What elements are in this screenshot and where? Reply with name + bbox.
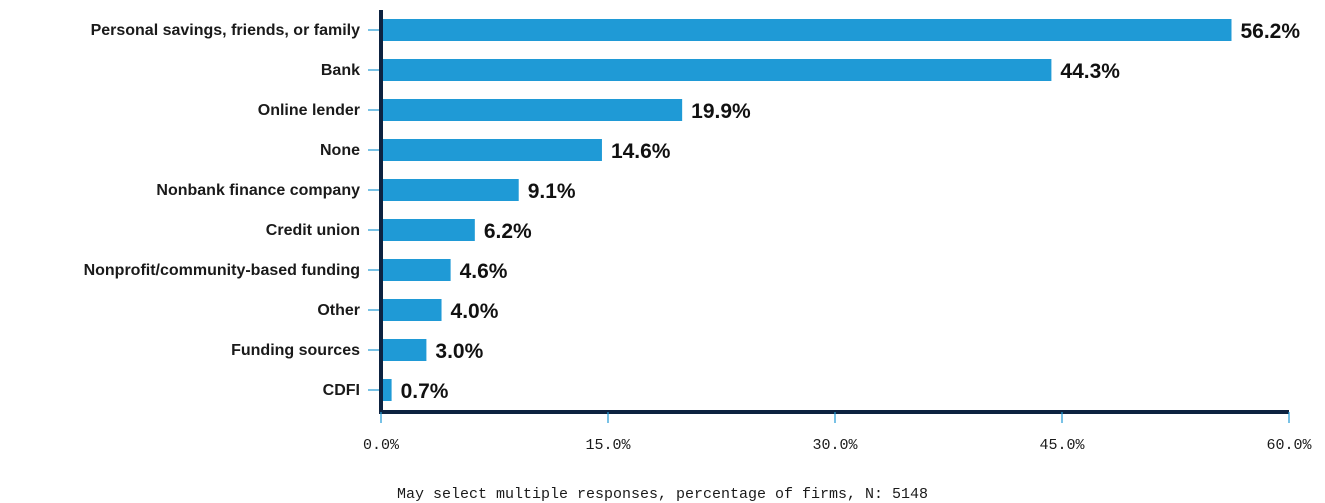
category-label: Funding sources bbox=[231, 342, 360, 359]
bar bbox=[381, 139, 602, 161]
x-tick-label: 45.0% bbox=[1039, 437, 1085, 454]
category-label: Nonbank finance company bbox=[156, 182, 360, 199]
bar bbox=[381, 59, 1052, 81]
chart-note: May select multiple responses, percentag… bbox=[396, 486, 929, 503]
value-label: 6.2% bbox=[484, 220, 532, 243]
category-label: Personal savings, friends, or family bbox=[91, 22, 361, 39]
value-label: 4.0% bbox=[451, 300, 499, 323]
bar bbox=[381, 179, 519, 201]
category-label: Bank bbox=[321, 62, 360, 79]
x-tick-label: 30.0% bbox=[812, 437, 858, 454]
bar bbox=[381, 99, 683, 121]
category-label: Other bbox=[317, 302, 360, 319]
category-label: Nonprofit/community-based funding bbox=[84, 262, 360, 279]
category-labels-layer: Personal savings, friends, or family Bank… bbox=[84, 22, 361, 399]
axes-layer: 0.0% 15.0% 30.0% 45.0% 60.0% bbox=[363, 10, 1312, 454]
value-label: 3.0% bbox=[435, 340, 483, 363]
bar bbox=[381, 379, 392, 401]
x-tick-label: 15.0% bbox=[585, 437, 631, 454]
value-label: 0.7% bbox=[401, 380, 449, 403]
category-label: Online lender bbox=[258, 102, 360, 119]
category-label: CDFI bbox=[323, 382, 360, 399]
category-label: None bbox=[320, 142, 360, 159]
value-label: 44.3% bbox=[1060, 60, 1120, 83]
value-label: 9.1% bbox=[528, 180, 576, 203]
bar bbox=[381, 219, 475, 241]
value-labels-layer: 56.2% 44.3% 19.9% 14.6% 9.1% 6.2% 4.6% 4.0% 3.0%… bbox=[401, 20, 1301, 403]
bar bbox=[381, 259, 451, 281]
bars-layer bbox=[381, 19, 1232, 401]
bar bbox=[381, 339, 427, 361]
category-label: Credit union bbox=[266, 222, 360, 239]
bar bbox=[381, 19, 1232, 41]
bar bbox=[381, 299, 442, 321]
x-tick-label: 60.0% bbox=[1266, 437, 1312, 454]
value-label: 4.6% bbox=[460, 260, 508, 283]
value-label: 19.9% bbox=[691, 100, 751, 123]
x-tick-label: 0.0% bbox=[363, 437, 400, 454]
value-label: 14.6% bbox=[611, 140, 671, 163]
value-label: 56.2% bbox=[1240, 20, 1300, 43]
bar-chart: Personal savings, friends, or family Bank… bbox=[84, 10, 1312, 454]
